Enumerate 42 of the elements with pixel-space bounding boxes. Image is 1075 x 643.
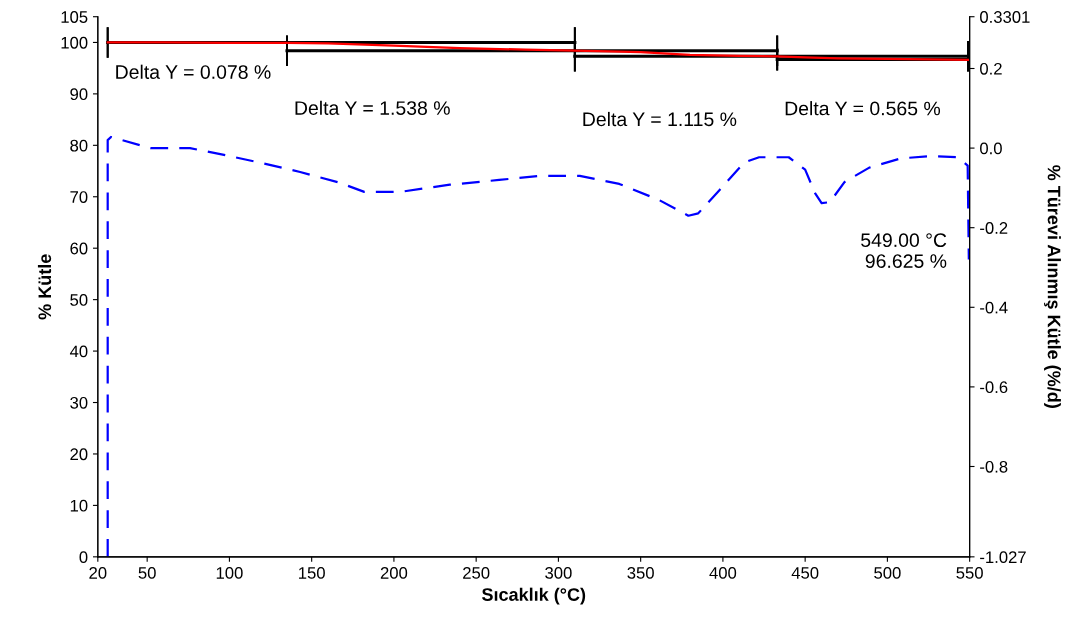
- y2-axis-title: % Türevi Alınmış Kütle (%/d): [1044, 165, 1061, 408]
- y-tick-label: 80: [70, 139, 88, 152]
- y2-tick-label: -0.8: [980, 460, 1008, 473]
- y-axis-title: % Kütle: [37, 254, 52, 320]
- x-tick-label: 50: [138, 567, 156, 579]
- y-tick-label: 60: [70, 242, 88, 255]
- x-tick-label: 250: [463, 567, 490, 579]
- x-tick-label: 450: [791, 567, 819, 579]
- x-tick-label: 150: [299, 567, 325, 579]
- y2-tick-label: 0.2: [980, 62, 1002, 75]
- x-tick-label: 100: [216, 567, 243, 579]
- x-tick-label: 550: [956, 567, 983, 579]
- line-series: [106, 41, 970, 62]
- x-tick-label: 500: [874, 567, 901, 579]
- y-tick-label: 20: [70, 448, 88, 461]
- y2-tick-label: -0.6: [980, 381, 1008, 394]
- x-tick-label: 200: [380, 567, 408, 579]
- y-tick-label: 105: [61, 11, 88, 23]
- annotation: Delta Y = 1.115 %: [583, 111, 737, 127]
- annotation: Delta Y = 1.538 %: [295, 100, 450, 115]
- y2-tick-label: -1.027: [980, 551, 1026, 564]
- line-series: [106, 135, 970, 557]
- x-axis-title: Sıcaklık (°C): [481, 587, 586, 605]
- y2-tick-label: 0.3301: [980, 11, 1030, 23]
- y2-tick-label: -0.4: [980, 301, 1008, 314]
- annotation: Delta Y = 0.078 %: [116, 64, 271, 79]
- x-tick-label: 20: [89, 567, 107, 579]
- y2-tick-label: -0.2: [980, 222, 1008, 234]
- y2-tick-label: 0.0: [980, 142, 1002, 155]
- y-tick-label: 50: [70, 294, 88, 306]
- y-tick-label: 0: [79, 551, 88, 564]
- annotation: 549.00 °C 96.625 %: [861, 233, 947, 268]
- annotation: Delta Y = 0.565 %: [785, 101, 941, 116]
- y-tick-label: 30: [70, 396, 88, 409]
- x-tick-label: 400: [709, 567, 737, 579]
- y-tick-label: 90: [70, 88, 88, 101]
- x-tick-label: 350: [627, 567, 654, 579]
- y-tick-label: 100: [61, 36, 88, 49]
- y-tick-label: 70: [70, 191, 88, 203]
- y-tick-label: 40: [69, 345, 88, 358]
- x-tick-label: 300: [545, 567, 572, 579]
- y-tick-label: 10: [70, 499, 88, 512]
